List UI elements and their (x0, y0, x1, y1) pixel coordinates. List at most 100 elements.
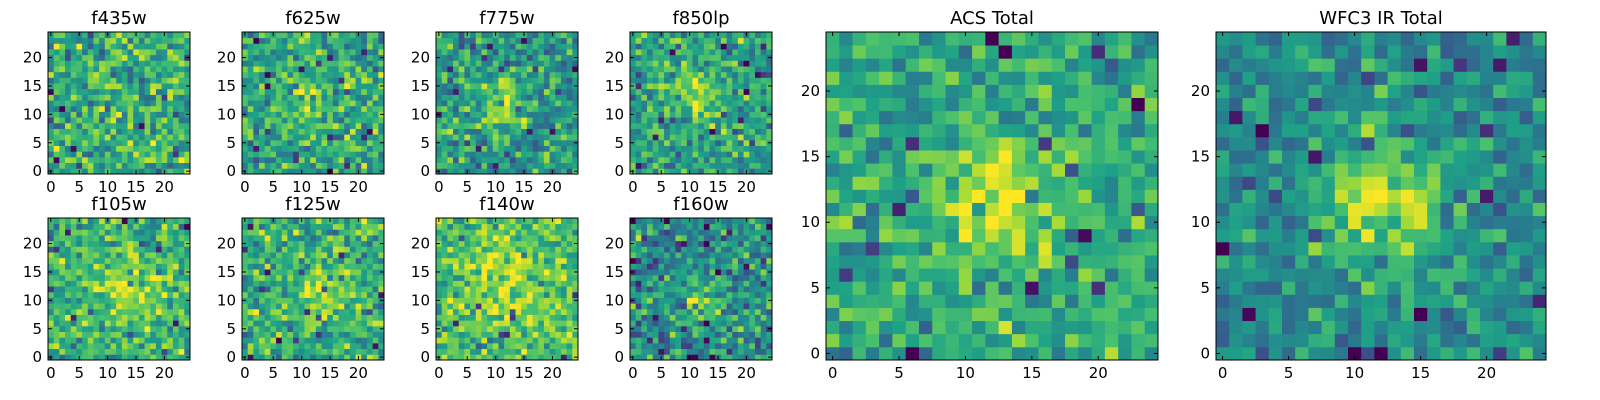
heatmap-cell (138, 71, 145, 78)
heatmap-cell (138, 342, 145, 350)
heatmap-cell (566, 331, 573, 338)
heatmap-cell (647, 291, 654, 298)
heatmap-cell (566, 168, 573, 175)
heatmap-cell (481, 71, 488, 78)
heatmap-cell (144, 354, 151, 361)
heatmap-cell (749, 100, 756, 107)
heatmap-cell (104, 122, 111, 129)
heatmap-cell (715, 325, 722, 332)
heatmap-cell (549, 280, 556, 287)
heatmap-cell (560, 235, 568, 242)
heatmap-cell (155, 229, 162, 236)
heatmap-cell (150, 168, 157, 175)
heatmap-cell (521, 280, 528, 287)
heatmap-cell (127, 218, 134, 225)
heatmap-cell (749, 37, 756, 44)
heatmap-cell (116, 286, 123, 293)
heatmap-cell (150, 66, 157, 73)
heatmap-cell (709, 94, 716, 101)
heatmap-cell (287, 314, 294, 321)
heatmap-cell (48, 49, 55, 56)
heatmap-cell (737, 325, 744, 332)
heatmap-cell (458, 297, 465, 304)
heatmap-cell (59, 342, 66, 350)
heatmap-cell (110, 235, 117, 242)
heatmap-cell (59, 325, 66, 332)
heatmap-cell (178, 348, 185, 355)
heatmap-cell (686, 139, 693, 146)
heatmap-cell (760, 111, 767, 118)
heatmap-cell (344, 156, 351, 164)
heatmap-cell (647, 49, 654, 56)
heatmap-cell (441, 100, 448, 107)
heatmap-cell (127, 37, 134, 44)
heatmap-cell (293, 246, 300, 253)
heatmap-cell (749, 308, 756, 315)
heatmap-cell (178, 37, 185, 44)
heatmap-cell (487, 66, 494, 73)
heatmap-cell (321, 325, 328, 332)
heatmap-cell (549, 111, 556, 118)
heatmap-cell (749, 331, 756, 338)
heatmap-cell (669, 122, 676, 129)
heatmap-cell (555, 342, 562, 350)
heatmap-cell (93, 168, 100, 175)
heatmap-cell (110, 325, 117, 332)
heatmap-cell (332, 49, 339, 56)
heatmap-cell (572, 229, 579, 236)
heatmap-cell (458, 122, 465, 129)
heatmap-cell (498, 66, 505, 73)
heatmap-cell (760, 320, 767, 327)
heatmap-cell (566, 77, 573, 84)
heatmap-cell (315, 291, 322, 298)
heatmap-cell (247, 223, 254, 230)
heatmap-cell (76, 303, 83, 310)
heatmap-cell (53, 77, 60, 84)
heatmap-cell (315, 246, 322, 253)
heatmap-cell (298, 145, 305, 152)
heatmap-cell (287, 246, 294, 253)
heatmap-cell (287, 139, 294, 146)
heatmap-cell (543, 286, 550, 293)
heatmap-cell (543, 105, 550, 112)
heatmap-cell (732, 105, 739, 112)
heatmap-cell (104, 156, 111, 164)
heatmap-cell (104, 297, 111, 304)
heatmap-cell (475, 151, 482, 158)
heatmap-cell (555, 77, 562, 84)
x-tick-label: 10 (680, 178, 699, 196)
heatmap-cell (675, 354, 682, 361)
heatmap-cell (692, 139, 699, 146)
heatmap-cell (121, 280, 128, 287)
x-tick-label: 5 (268, 364, 278, 382)
heatmap-cell (664, 122, 671, 129)
heatmap-cell (572, 246, 579, 253)
plot-frame (629, 31, 773, 175)
heatmap-cell (647, 37, 654, 44)
heatmap-cell (144, 303, 151, 310)
heatmap-cell (167, 156, 174, 164)
heatmap-cell (560, 49, 568, 56)
heatmap-cell (293, 320, 300, 327)
heatmap-cell (276, 229, 283, 236)
heatmap-cell (470, 77, 477, 84)
heatmap-cell (703, 348, 710, 355)
heatmap-cell (675, 168, 682, 175)
heatmap-cell (715, 320, 722, 327)
heatmap-cell (726, 54, 733, 61)
heatmap-cell (487, 280, 494, 287)
heatmap-cell (70, 162, 77, 169)
heatmap-cell (487, 88, 494, 95)
heatmap-cell (110, 308, 117, 315)
heatmap-cell (53, 263, 60, 270)
heatmap-cell (242, 223, 249, 230)
heatmap-cell (104, 134, 111, 141)
heatmap-cell (76, 257, 83, 264)
heatmap-cell (327, 291, 334, 298)
heatmap-cell (155, 71, 162, 78)
heatmap-cell (726, 71, 733, 78)
heatmap-cell (298, 291, 305, 298)
heatmap-cell (287, 280, 294, 287)
heatmap-cell (332, 308, 339, 315)
heatmap-cell (321, 32, 328, 39)
